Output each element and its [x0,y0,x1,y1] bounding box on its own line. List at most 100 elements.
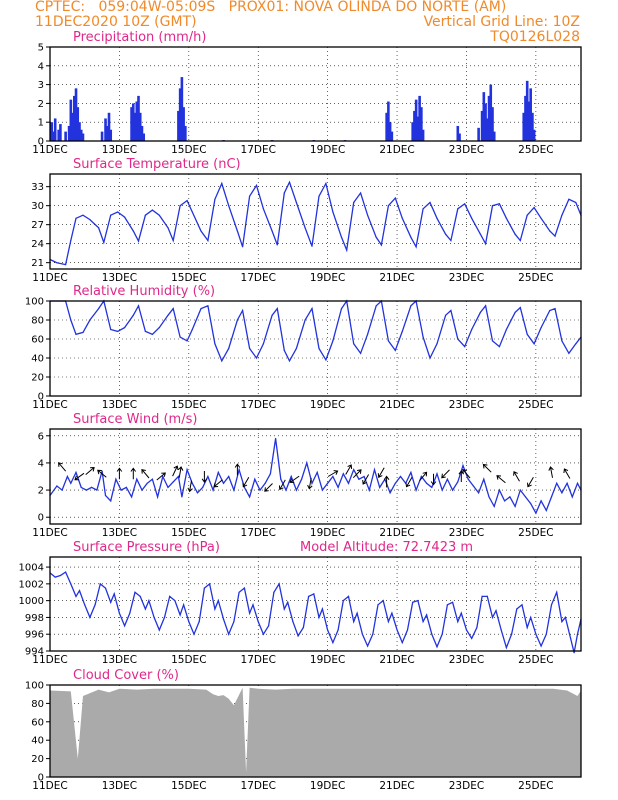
precip-bar [182,107,185,141]
pres-point [576,633,579,635]
temp-point [346,249,348,251]
temp-point [429,201,431,204]
wind-point [301,478,303,480]
rh-point [271,314,273,316]
x-tick-label: 21DEC [379,272,414,284]
temp-point [70,239,72,242]
y-tick-label: 0 [38,392,44,403]
rh-point [422,336,424,338]
y-tick-label: 0 [38,137,44,148]
temp-point [394,197,396,199]
rh-point [151,333,153,335]
precip-bar [57,129,60,141]
wind-point [157,496,159,498]
rh-point [98,308,100,310]
precip-bar [74,88,78,141]
pres-point [486,595,488,598]
pres-point [417,600,419,602]
temp-point [353,201,355,204]
pres-point [481,595,483,598]
pres-point [54,576,56,578]
header-vertical-grid: Vertical Grid Line: 10Z [423,14,580,30]
x-tick-label: 25DEC [518,144,553,156]
temp-point [255,184,258,186]
pres-point [209,583,211,585]
temp-point [568,198,570,200]
wind-point [311,482,313,484]
header-run-date: 11DEC2020 10Z (GMT) [35,14,197,30]
pres-point [308,595,310,598]
pres-point [361,633,363,635]
rh-point [255,357,258,359]
y-tick-label: 0 [38,773,44,784]
wind-point [172,481,174,483]
wind-point [342,473,344,475]
temp-point [228,205,230,207]
precip-bar [525,80,529,141]
pres-point [287,601,289,603]
temp-point [485,243,487,245]
pres-point [441,633,443,635]
temp-point [561,214,563,216]
wind-point [238,469,240,471]
precip-bar [53,118,57,141]
pres-point [446,604,448,606]
y-tick-label: 994 [25,647,44,658]
rh-point [167,314,169,316]
wind-arrow [362,474,370,485]
rh-point [137,305,140,307]
wind-point [540,500,542,502]
rh-point [276,308,278,310]
wind-point [80,486,82,488]
wind-point [472,485,474,487]
temp-point [554,235,556,237]
wind-point [269,473,271,475]
temp-point [110,214,112,216]
temp-point [214,198,216,200]
wind-point [85,489,87,491]
temp-point [144,214,146,216]
panel-frame [49,684,582,778]
wind-point [212,489,214,491]
wind-point [530,503,532,505]
wind-point [550,496,553,498]
wind-point [61,489,63,491]
temp-point [124,216,126,218]
temp-point [271,230,273,232]
temp-point [56,262,58,264]
pres-point [471,637,473,640]
x-tick-label: 21DEC [379,780,414,792]
wind-arrow [116,467,123,480]
pres-point [426,614,428,616]
pres-point [313,593,315,595]
y-tick-label: 4 [38,458,44,469]
wind-point [96,489,98,491]
pres-point [104,587,107,589]
precip-bar [140,125,144,141]
x-tick-label: 15DEC [171,144,206,156]
pres-point [302,626,304,629]
wind-arrow [430,473,437,486]
pres-point [283,608,285,610]
rh-point [429,357,431,359]
wind-arrow [177,466,184,478]
precip-bar [524,95,527,141]
temp-point [410,236,412,238]
wind-point [399,475,402,478]
precip-bar [487,95,491,141]
pres-point [564,616,567,619]
precip-bar [522,112,526,141]
wind-point [217,471,219,473]
wind-point [446,478,448,480]
x-tick-label: 25DEC [518,654,553,666]
wind-point [493,505,495,507]
precip-bar [81,133,85,141]
temp-point [103,241,105,243]
x-tick-label: 23DEC [449,527,484,539]
rh-point [575,343,577,345]
wind-arrow [289,475,300,483]
wind-point [519,489,521,491]
pres-point [249,612,251,614]
wind-point [379,486,381,488]
pres-point [193,633,195,635]
